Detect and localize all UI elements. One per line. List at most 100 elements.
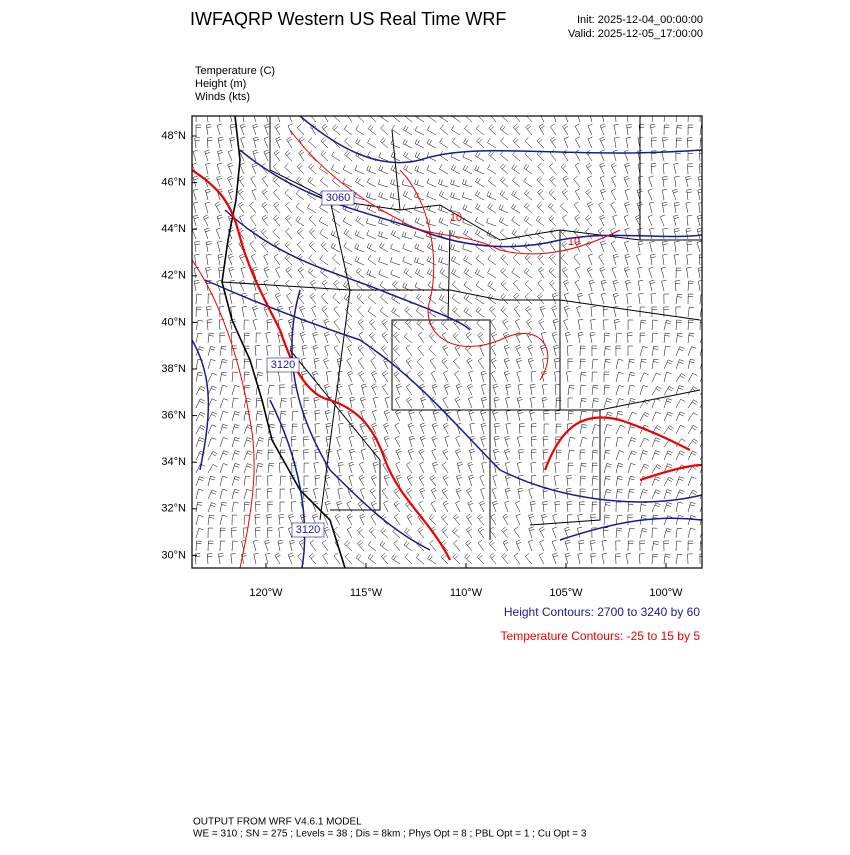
wind-barb — [687, 553, 693, 565]
wind-barb — [579, 397, 587, 409]
wind-barb — [279, 501, 285, 512]
wind-barb — [455, 383, 462, 396]
wind-barb — [358, 474, 365, 487]
wind-barb — [579, 475, 586, 487]
wind-barb — [613, 123, 619, 136]
wind-barb — [272, 189, 281, 201]
wind-barb — [579, 423, 588, 435]
wind-barb — [475, 203, 485, 214]
wind-barb — [525, 305, 533, 318]
wind-barb — [686, 254, 692, 266]
wind-barb — [486, 217, 497, 227]
wind-barb — [637, 279, 644, 292]
wind-barb — [419, 487, 426, 500]
wind-barb — [577, 292, 583, 305]
wind-barb — [360, 487, 366, 500]
wind-barb — [697, 189, 702, 201]
wind-barb — [440, 514, 449, 526]
wind-barb — [219, 437, 228, 448]
wind-barb — [418, 500, 425, 513]
wind-barb — [219, 345, 227, 357]
wind-barb — [627, 463, 636, 474]
wind-barb — [344, 540, 353, 552]
wind-barb — [541, 331, 547, 344]
wind-barb — [231, 437, 240, 448]
wind-barb — [561, 188, 569, 201]
wind-barb — [574, 266, 581, 279]
wind-barb — [318, 216, 329, 227]
wind-barb — [214, 201, 221, 214]
wind-barb — [299, 331, 306, 344]
wind-barb — [416, 319, 425, 331]
field-label: Temperature (C) — [195, 65, 275, 77]
wind-barb — [344, 150, 353, 162]
wind-barb — [300, 116, 305, 123]
wind-barb — [332, 293, 341, 305]
wind-barb — [686, 215, 693, 227]
wind-barb — [650, 163, 657, 175]
wind-barb — [239, 123, 246, 136]
wind-barb — [675, 346, 685, 357]
wind-barb — [379, 306, 389, 318]
wind-barb — [505, 396, 511, 409]
wind-barb — [378, 256, 389, 266]
wind-barb — [687, 306, 695, 318]
wind-barb — [231, 397, 239, 409]
wind-barb — [391, 307, 401, 318]
wind-barb — [524, 553, 533, 565]
wind-barb — [675, 385, 684, 396]
wind-barb — [512, 137, 521, 149]
wind-barb — [577, 526, 583, 539]
wind-barb — [366, 165, 377, 175]
wind-barb — [479, 500, 486, 513]
wind-barb — [380, 137, 389, 149]
wind-barb — [674, 280, 681, 292]
wind-barb — [603, 332, 610, 344]
wind-barb — [311, 318, 317, 331]
wind-barb — [390, 229, 401, 240]
wind-barb — [323, 331, 330, 344]
wind-barb — [288, 305, 294, 318]
wind-barb — [687, 332, 695, 344]
wind-barb — [332, 124, 341, 136]
wind-barb — [651, 527, 658, 539]
wind-barb — [219, 293, 225, 305]
wind-barb — [241, 539, 247, 552]
wind-barb — [357, 540, 365, 552]
wind-barb — [475, 280, 485, 292]
wind-barb — [673, 214, 679, 227]
wind-barb — [216, 214, 223, 227]
wind-barb — [649, 201, 655, 214]
wind-barb — [614, 137, 620, 149]
wind-barb — [452, 553, 461, 565]
wind-barb — [338, 423, 344, 435]
wind-barb — [243, 475, 251, 487]
wind-barb — [308, 241, 317, 253]
wind-barb — [419, 383, 426, 396]
wind-barb — [393, 500, 401, 513]
wind-barb — [663, 386, 674, 396]
wind-barb — [395, 448, 402, 461]
wind-barb — [564, 526, 571, 539]
wind-barb — [599, 266, 606, 279]
temperature-contour — [289, 129, 621, 255]
wind-barb — [255, 501, 261, 513]
wind-barb — [651, 489, 661, 500]
wind-barb — [538, 552, 545, 565]
wind-barb — [567, 437, 576, 448]
wind-barb — [685, 201, 691, 214]
wind-barb — [627, 332, 633, 344]
wind-barb — [698, 202, 702, 214]
wind-barb — [219, 488, 228, 500]
wind-barb — [699, 362, 702, 370]
wind-barb — [504, 487, 511, 500]
wind-barb — [342, 178, 353, 188]
wind-barb — [577, 116, 581, 123]
wind-barb — [535, 215, 545, 227]
wind-barb — [414, 243, 425, 253]
wind-barb — [675, 514, 684, 526]
wind-barb — [267, 462, 275, 474]
wind-barb — [274, 292, 281, 305]
wind-barb — [438, 294, 449, 305]
wind-barb — [254, 514, 261, 526]
